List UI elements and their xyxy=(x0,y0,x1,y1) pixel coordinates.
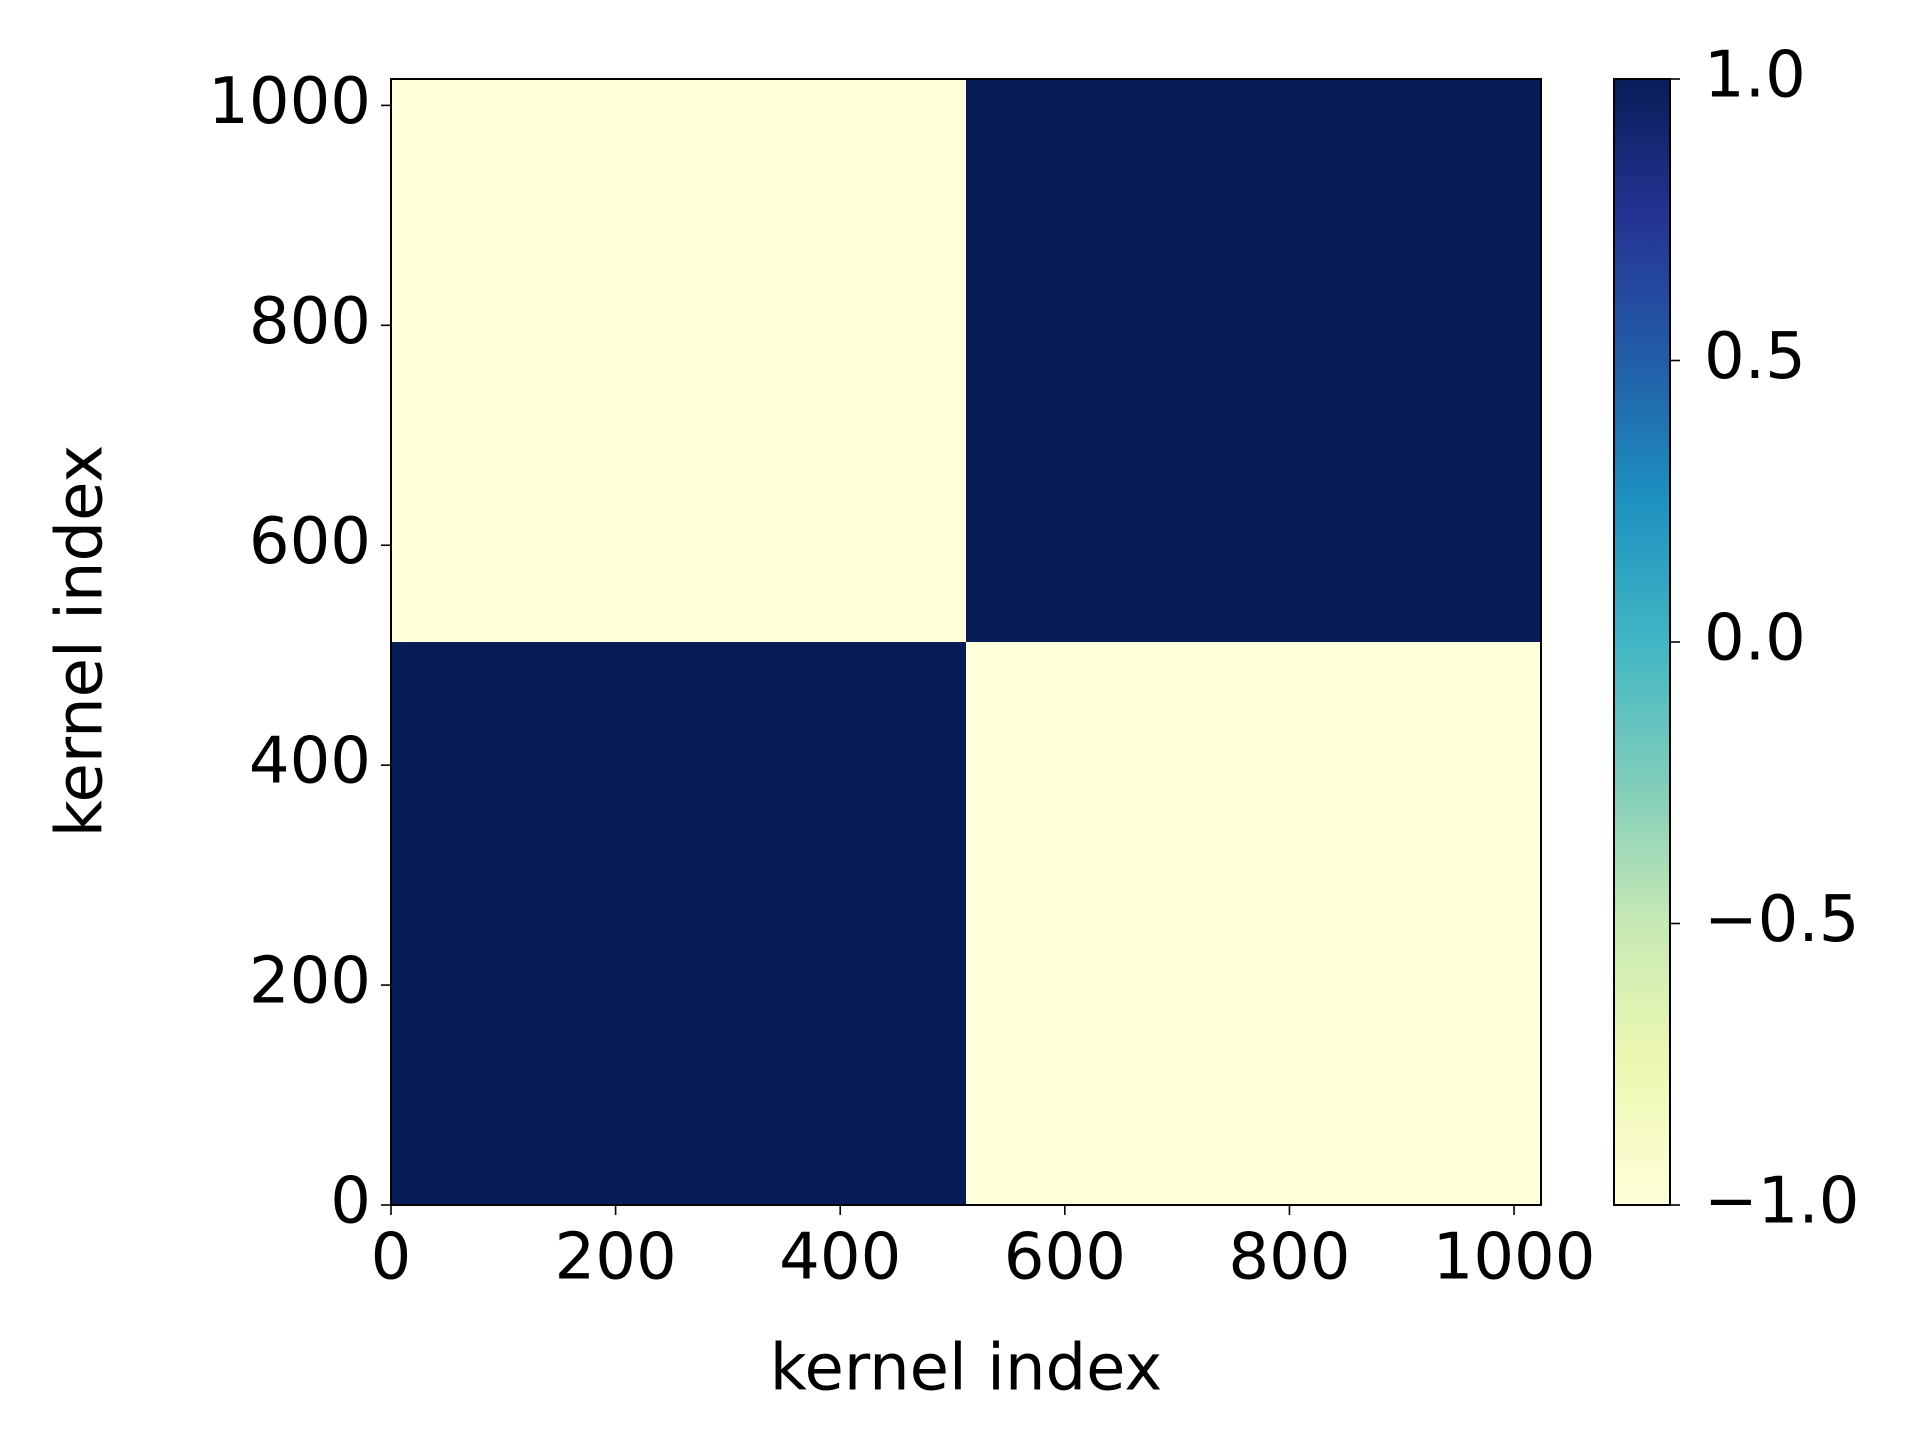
heatmap-cell xyxy=(966,79,1541,642)
colorbar-tick-label: −0.5 xyxy=(1704,883,1859,957)
colorbar-tick-label: 1.0 xyxy=(1704,39,1806,113)
x-tick-label: 800 xyxy=(1228,1221,1350,1295)
x-tick-label: 400 xyxy=(779,1221,901,1295)
colorbar xyxy=(1613,78,1671,1206)
plot-frame xyxy=(390,78,1542,1206)
heatmap-cell xyxy=(391,79,966,642)
y-tick-label: 400 xyxy=(249,725,371,799)
colorbar-tick-label: 0.0 xyxy=(1704,602,1806,676)
colorbar-tick-label: −1.0 xyxy=(1704,1165,1859,1239)
x-axis-label: kernel index xyxy=(770,1332,1163,1406)
y-axis-label: kernel index xyxy=(44,445,118,838)
y-tick-label: 0 xyxy=(330,1165,371,1239)
x-tick-label: 0 xyxy=(371,1221,412,1295)
y-tick-label: 1000 xyxy=(208,65,371,139)
x-tick-label: 600 xyxy=(1004,1221,1126,1295)
colorbar-tick-label: 0.5 xyxy=(1704,320,1806,394)
heatmap-cell xyxy=(391,642,966,1205)
heatmap-cell xyxy=(966,642,1541,1205)
x-tick-label: 200 xyxy=(555,1221,677,1295)
y-tick-label: 600 xyxy=(249,505,371,579)
y-tick-label: 200 xyxy=(249,945,371,1019)
x-tick-label: 1000 xyxy=(1433,1221,1596,1295)
y-tick-label: 800 xyxy=(249,285,371,359)
